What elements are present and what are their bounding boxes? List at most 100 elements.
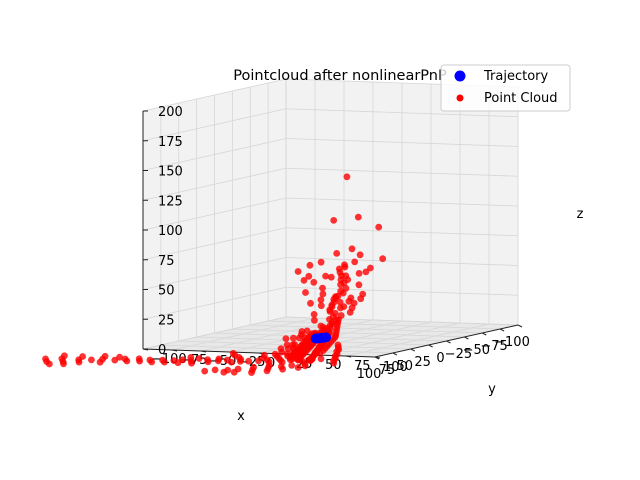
point-cloud-point — [317, 302, 325, 310]
point-cloud-point — [379, 255, 387, 263]
point-cloud-point — [220, 368, 228, 376]
grid-left-z — [285, 138, 519, 147]
point-cloud-point — [317, 355, 325, 363]
point-cloud-point — [188, 359, 195, 367]
point-cloud-point — [341, 263, 349, 271]
point-cloud-point — [46, 360, 53, 368]
point-cloud-point — [195, 355, 203, 362]
point-cloud-point — [123, 357, 131, 365]
trajectory-point — [310, 333, 321, 344]
x-tick-mark — [428, 344, 433, 348]
point-cloud-point — [307, 299, 314, 307]
point-cloud-point — [302, 289, 309, 296]
point-cloud-point — [362, 268, 370, 276]
point-cloud-point — [337, 312, 345, 319]
point-cloud-point — [294, 364, 302, 371]
legend-point-cloud-marker — [456, 94, 464, 102]
y-axis-label: y — [488, 382, 496, 397]
tick-labels: −100−75−50−250255075100−100−75−50−250255… — [142, 105, 530, 382]
point-cloud-point — [279, 365, 286, 373]
x-tick-mark — [482, 332, 487, 336]
point-cloud-point — [339, 289, 347, 297]
point-cloud-point — [310, 278, 318, 286]
point-cloud-point — [306, 261, 314, 269]
grid-floor-x — [160, 344, 393, 354]
point-cloud-point — [310, 311, 318, 318]
grid-floor-y — [171, 317, 316, 351]
point-cloud-point — [337, 281, 344, 289]
x-tick-label: −25 — [445, 347, 472, 362]
point-cloud-point — [211, 366, 219, 374]
z-tick-label: 200 — [158, 105, 183, 120]
point-cloud-point — [101, 352, 109, 360]
x-tick-label: 100 — [357, 367, 382, 382]
chart-title: Pointcloud after nonlinearPnP — [233, 68, 447, 84]
point-cloud-point — [311, 316, 318, 324]
grid-back-z — [142, 78, 287, 112]
point-cloud-point — [317, 258, 325, 266]
y-tick-label: 100 — [383, 360, 408, 375]
x-axis-label: x — [237, 409, 245, 424]
point-cloud-point — [263, 367, 271, 375]
point-cloud-point — [348, 245, 356, 253]
point-cloud-point — [326, 316, 333, 323]
x-tick-mark — [499, 328, 505, 332]
point-cloud-point — [61, 352, 68, 360]
point-cloud-point — [336, 298, 344, 306]
point-cloud-point — [326, 308, 334, 315]
legend: Trajectory Point Cloud — [440, 64, 571, 112]
z-tick-label: 175 — [158, 135, 183, 150]
z-tick-label: 100 — [158, 224, 183, 239]
grid-left-z — [285, 167, 519, 177]
x-tick-label: 50 — [397, 359, 414, 374]
point-cloud-point — [283, 341, 291, 349]
point-cloud-point — [336, 268, 344, 276]
point-cloud-point — [75, 358, 83, 366]
point-cloud-point — [359, 290, 367, 298]
point-cloud-point — [111, 356, 119, 364]
point-cloud-point — [333, 250, 341, 257]
point-cloud-point — [278, 348, 286, 356]
x-tick-mark — [517, 324, 523, 328]
point-cloud-point — [319, 290, 327, 298]
point-cloud-point — [290, 348, 298, 356]
point-cloud-point — [248, 369, 255, 376]
point-cloud-point — [355, 281, 363, 289]
point-cloud-point — [290, 334, 297, 342]
point-cloud-point — [317, 322, 325, 330]
z-tick-label: 50 — [158, 284, 175, 299]
point-cloud-point — [356, 251, 364, 259]
z-tick-label: 75 — [158, 254, 175, 269]
point-cloud-point — [298, 328, 306, 335]
point-cloud-point — [305, 272, 313, 280]
point-cloud-point — [261, 351, 268, 359]
point-cloud-point — [161, 358, 168, 366]
x-tick-mark — [410, 348, 415, 352]
point-cloud-point — [255, 357, 262, 365]
point-cloud-point — [332, 293, 339, 300]
point-cloud-point — [214, 357, 222, 365]
point-cloud-point — [375, 223, 383, 231]
point-cloud-point — [347, 294, 355, 302]
point-cloud-point — [229, 349, 237, 357]
point-cloud-point — [201, 367, 209, 375]
y-tick-label: 75 — [354, 359, 371, 374]
x-tick-mark — [464, 336, 469, 340]
point-cloud-point — [96, 358, 104, 366]
x-tick-mark — [446, 340, 451, 344]
x-tick-label: −50 — [463, 343, 490, 358]
grid-left-z — [285, 197, 519, 207]
x-tick-label: 25 — [414, 355, 431, 370]
point-cloud-point — [300, 277, 308, 284]
grid-back-z — [142, 108, 287, 142]
point-cloud-point — [355, 270, 363, 277]
grid-left-z — [285, 108, 519, 118]
point-cloud-point — [340, 303, 348, 310]
grid-back-z — [142, 138, 287, 171]
point-cloud-point — [136, 357, 144, 365]
data-points — [42, 173, 387, 376]
point-cloud-point — [88, 356, 95, 364]
point-cloud-point — [227, 358, 235, 366]
